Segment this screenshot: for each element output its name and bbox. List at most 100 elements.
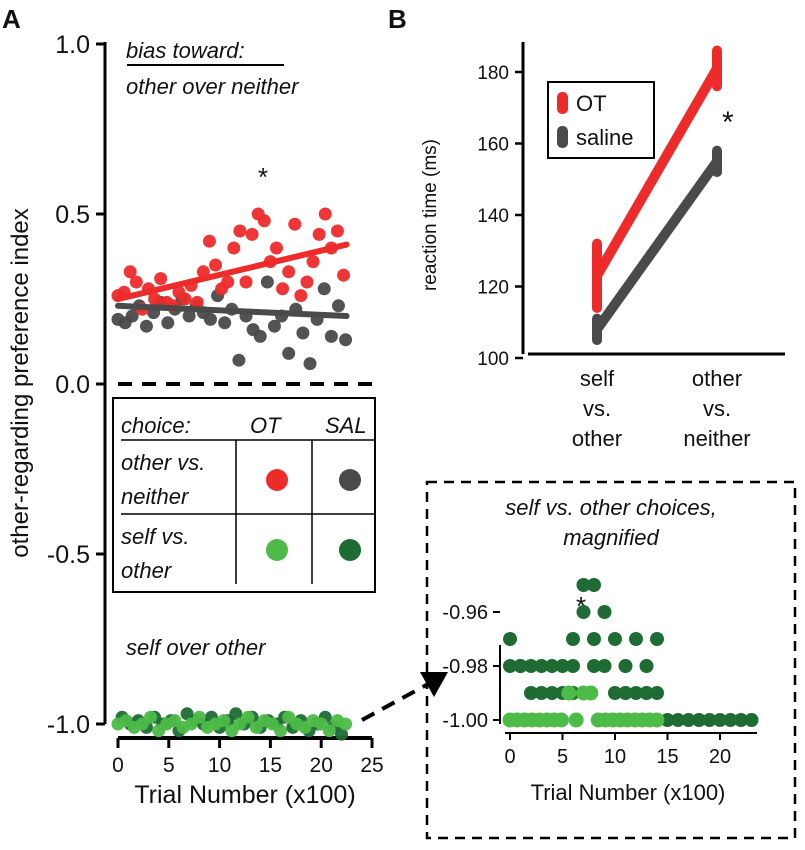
inset-sal-point	[681, 713, 696, 727]
panel-b-category-line1: self	[580, 366, 615, 391]
panel-label-b: B	[388, 4, 407, 34]
sal-other-point	[260, 275, 274, 289]
ot-other-point	[233, 224, 247, 238]
panel-b-category-line2: vs.	[583, 396, 611, 421]
sal-other-point	[267, 319, 281, 333]
inset-sal-point	[534, 686, 549, 700]
inset-sal-point	[713, 713, 727, 727]
inset-sal-point	[503, 632, 517, 646]
ot-other-point	[202, 234, 216, 248]
inset-sal-point	[524, 686, 538, 700]
inset-sal-point	[576, 605, 591, 619]
inset-sal-point	[545, 659, 559, 673]
inset-ot-point	[568, 712, 584, 728]
inset-sal-point	[744, 713, 759, 727]
sal-other-point	[324, 329, 338, 343]
ot-self-point	[241, 710, 255, 724]
inset-sal-point	[692, 713, 706, 727]
inset-title-line1: self vs. other choices,	[505, 495, 717, 520]
inset-sal-point	[576, 578, 591, 592]
inset-sal-point	[618, 686, 633, 700]
panel-a-x-tick-label: 20	[310, 754, 333, 777]
panel-a-y-tick-label: -0.5	[47, 541, 90, 569]
ot-other-point	[154, 272, 168, 286]
ot-self-point	[217, 714, 231, 728]
panel-b-y-tick-label: 120	[477, 278, 509, 299]
sal-trend-line	[115, 302, 350, 319]
panel-b-category-line1: other	[692, 366, 742, 391]
legend-row2-label-line1: self vs.	[121, 524, 189, 549]
inset-sal-point	[587, 632, 601, 646]
inset-sal-point	[597, 605, 612, 619]
inset-x-tick-label: 5	[557, 746, 568, 768]
magnified-inset: self vs. other choices, magnified * -0.9…	[425, 480, 797, 840]
inset-x-tick-label: 0	[504, 746, 515, 768]
inset-sal-point	[702, 713, 717, 727]
panel-a-chart: 1.0 0.5 0.0 -0.5 -1.0 0 5 10 15 20 25 other-regar…	[7, 31, 384, 809]
inset-sal-point	[534, 659, 549, 673]
panel-b-category-line3: other	[572, 426, 622, 451]
legend-swatch-ot	[557, 92, 568, 114]
inset-dashed-border	[425, 480, 797, 840]
sal-other-point	[317, 282, 331, 296]
sal-other-point	[218, 316, 232, 330]
inset-title-line2: magnified	[563, 525, 659, 550]
ot-other-point	[288, 217, 302, 231]
legend-dot-ot-other	[266, 469, 288, 491]
legend-label-ot: OT	[576, 91, 607, 116]
legend-label-saline: saline	[576, 125, 633, 150]
sal-self-point	[335, 727, 349, 741]
inset-sal-point	[513, 659, 528, 673]
panel-a-x-tick-label: 25	[360, 754, 383, 777]
ot-other-point	[330, 224, 344, 238]
panel-b-legend: OT saline	[547, 81, 655, 159]
inset-sal-point	[545, 686, 559, 700]
legend-swatch-saline	[557, 126, 568, 148]
sal-other-point	[125, 309, 139, 323]
ot-other-point	[245, 227, 259, 241]
legend-header-ot: OT	[250, 413, 282, 438]
ot-other-point	[300, 275, 314, 289]
magnify-arrow	[361, 672, 448, 722]
ot-self-point	[192, 710, 206, 724]
inset-sal-point	[566, 632, 580, 646]
sal-other-point	[161, 316, 175, 330]
panel-a-y-tick-label: 0.5	[55, 201, 90, 229]
bias-label: bias toward:	[126, 38, 245, 63]
ot-other-point	[190, 295, 204, 309]
panel-a-x-tick-label: 0	[112, 754, 124, 777]
sal-other-point	[253, 329, 267, 343]
inset-sal-point	[503, 659, 517, 673]
legend-table-border	[112, 397, 376, 593]
ot-other-point	[282, 265, 296, 279]
legend-dot-sal-other	[339, 469, 361, 491]
sal-other-point	[331, 299, 345, 313]
ot-other-point	[312, 227, 326, 241]
inset-sal-point	[671, 713, 685, 727]
inset-sal-point	[555, 659, 570, 673]
legend-header-choice: choice:	[121, 413, 191, 438]
inset-sal-point	[639, 686, 654, 700]
inset-sal-point	[587, 659, 601, 673]
ot-other-point	[294, 289, 308, 303]
sal-other-point	[232, 353, 246, 367]
sal-other-point	[182, 309, 196, 323]
inset-y-tick-label: -0.98	[442, 656, 488, 678]
sal-other-point	[203, 312, 217, 326]
inset-x-tick-label: 10	[604, 746, 626, 768]
magnify-arrow-line	[361, 681, 431, 722]
panel-b-category-line3: neither	[683, 426, 750, 451]
inset-sal-point	[723, 713, 738, 727]
ot-other-point	[257, 214, 271, 228]
inset-y-tick-label: -0.96	[442, 602, 488, 624]
ot-other-point	[148, 292, 162, 306]
panel-a-y-tick-label: -1.0	[47, 711, 90, 739]
ot-other-point	[221, 275, 235, 289]
inset-sal-point	[587, 578, 601, 592]
ot-other-point	[178, 292, 192, 306]
panel-a-x-tick-label: 5	[163, 754, 175, 777]
inset-ot-point	[561, 685, 577, 701]
panel-b-y-tick-label: 140	[477, 206, 509, 227]
panel-label-a: A	[2, 4, 21, 34]
ot-self-point	[144, 710, 158, 724]
